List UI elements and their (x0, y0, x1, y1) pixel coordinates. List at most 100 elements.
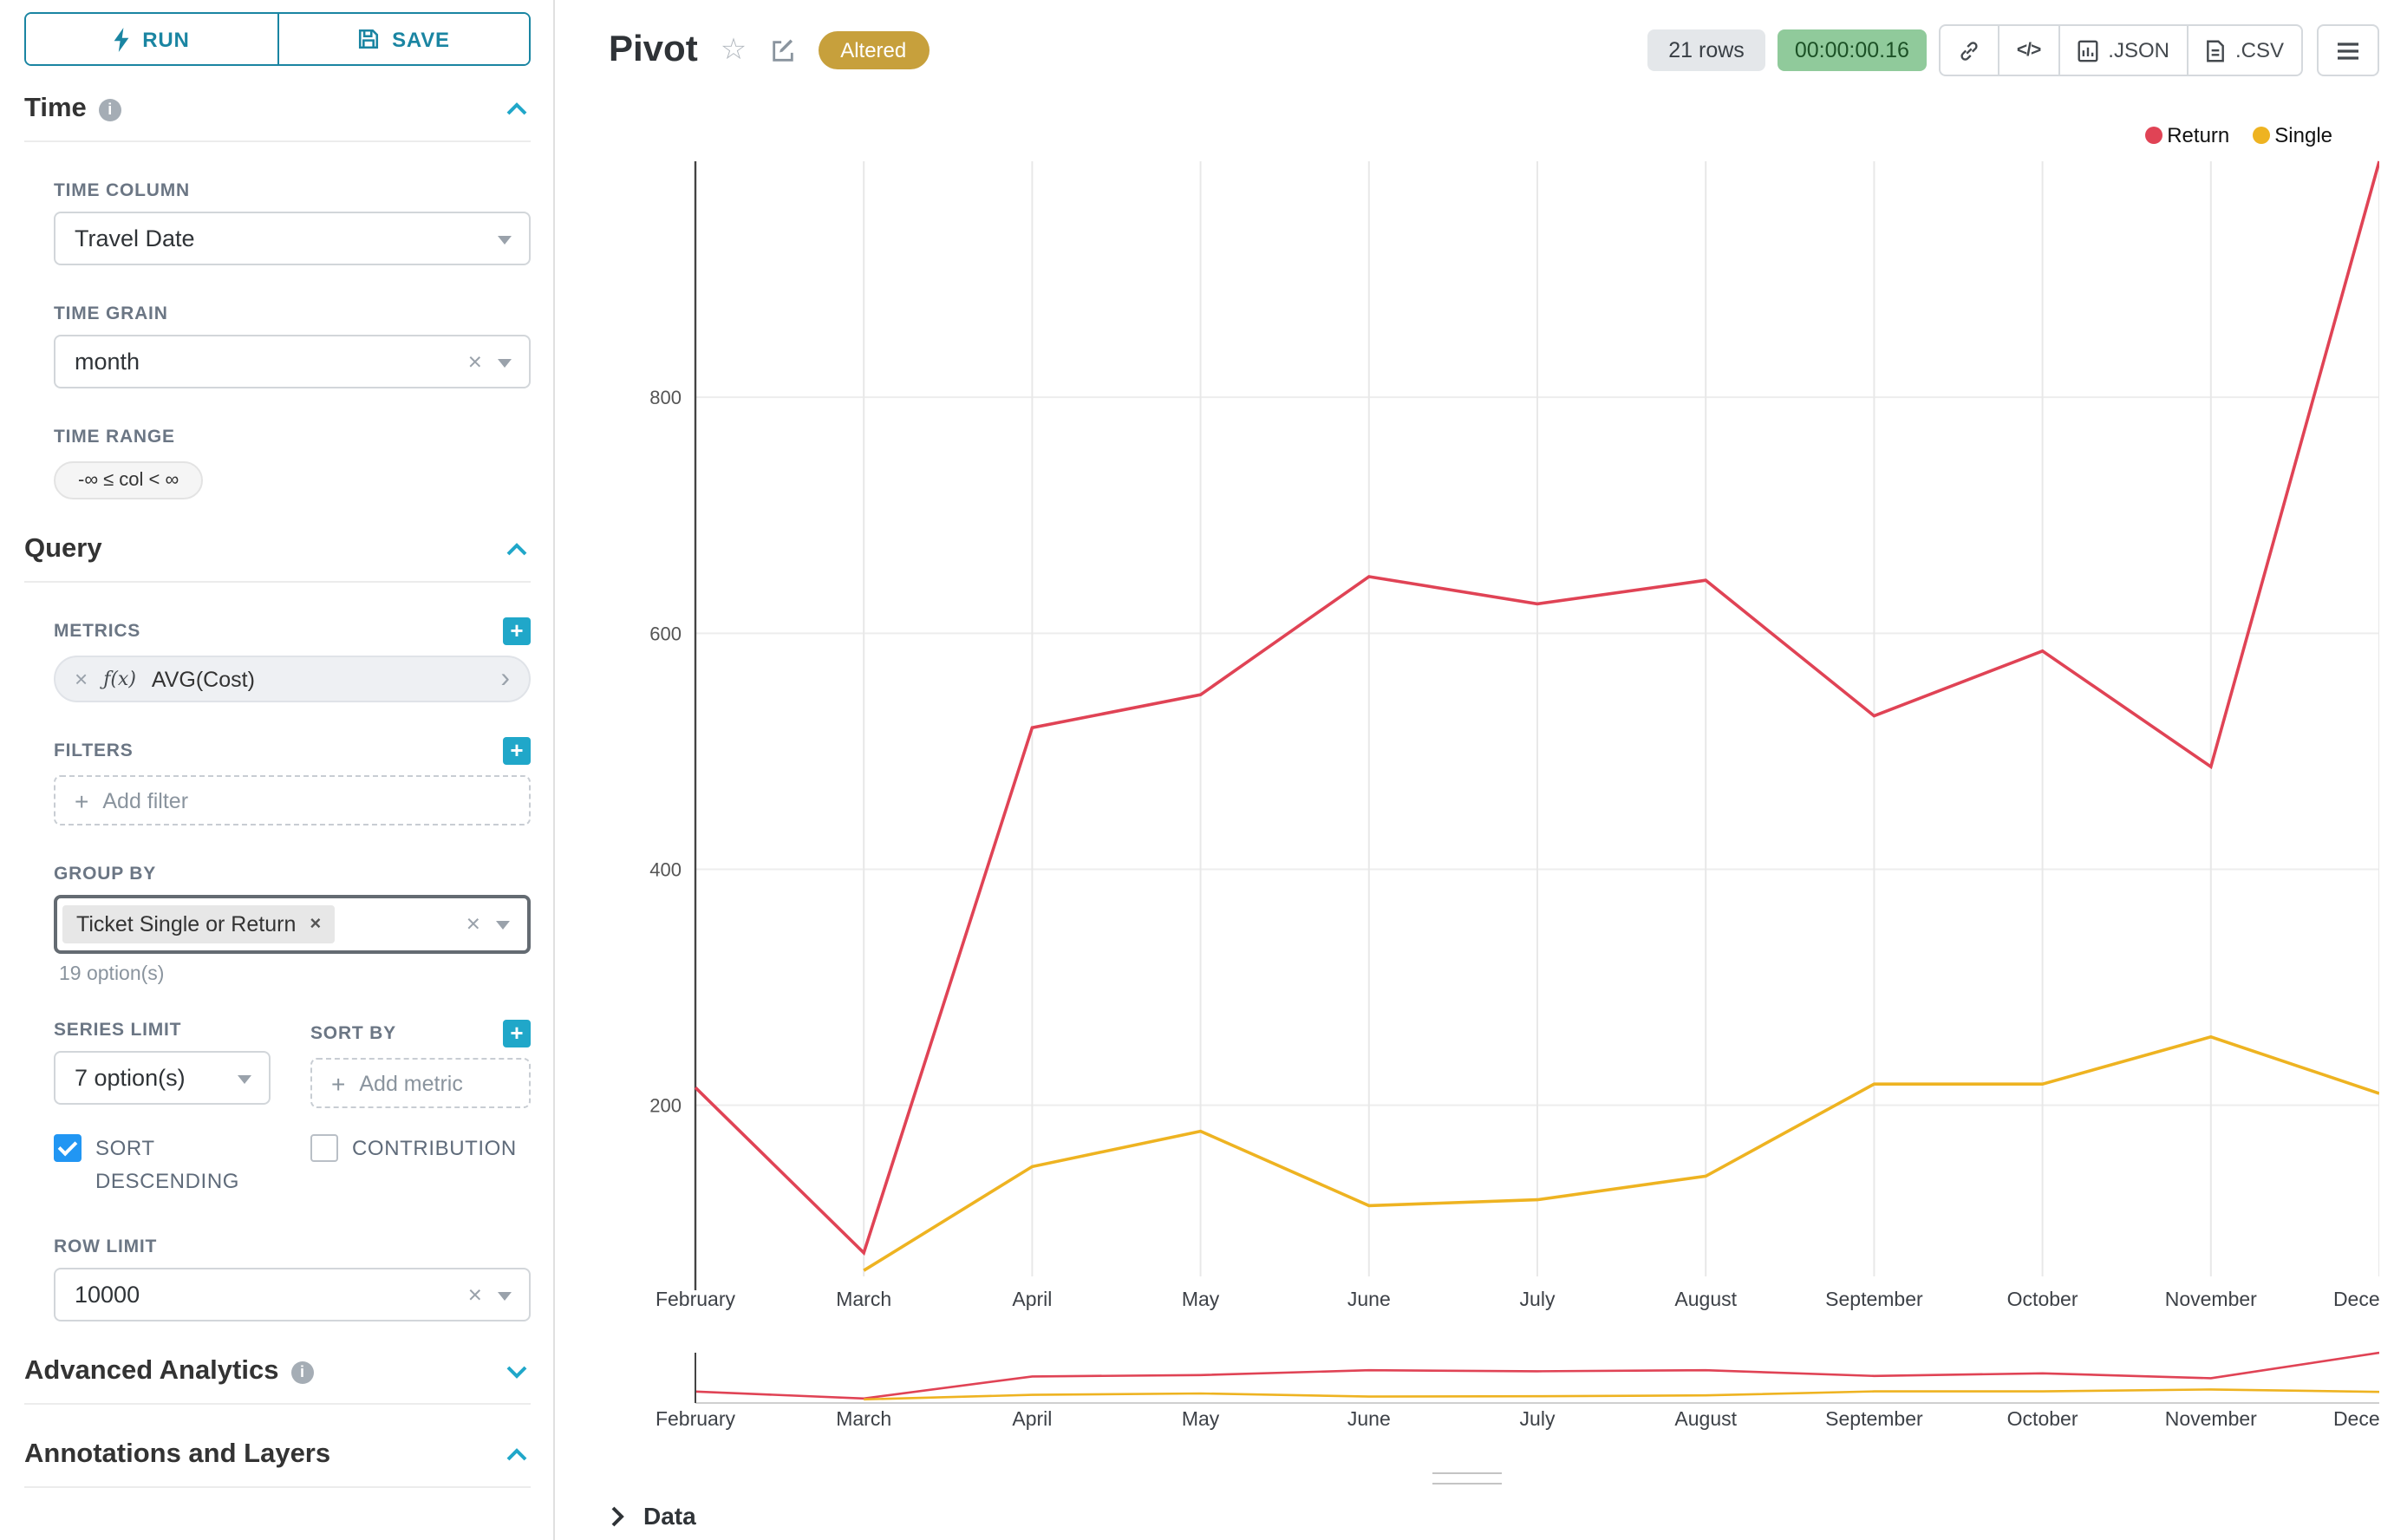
metrics-label: METRICS (54, 621, 141, 642)
data-panel-resize-handle[interactable] (1432, 1472, 1502, 1485)
svg-text:July: July (1520, 1288, 1556, 1310)
time-section-body: TIME COLUMN Travel Date TIME GRAIN month… (24, 180, 531, 499)
add-metric-plus-button[interactable]: + (503, 617, 531, 645)
series-limit-label: SERIES LIMIT (54, 1020, 182, 1041)
x-icon[interactable]: × (467, 1280, 482, 1308)
time-section-title: Time (24, 94, 87, 123)
time-grain-select[interactable]: month × (54, 335, 531, 388)
add-filter-dropzone[interactable]: + Add filter (54, 775, 531, 825)
chart-header: Pivot ☆ Altered 21 rows 00:00:00.16 </> (555, 0, 2381, 101)
export-button-group: </> .JSON .CSV (1938, 24, 2303, 76)
row-limit-select[interactable]: 10000 × (54, 1268, 531, 1322)
group-by-select[interactable]: Ticket Single or Return × × (54, 895, 531, 954)
edit-icon[interactable] (769, 37, 795, 63)
annotations-title: Annotations and Layers (24, 1439, 331, 1470)
svg-text:April: April (1012, 1407, 1052, 1430)
file-icon (2206, 39, 2225, 62)
time-section-header[interactable]: Time i (24, 66, 531, 142)
sort-descending-label: SORT DESCENDING (95, 1136, 240, 1194)
legend-dot-return (2144, 127, 2162, 144)
svg-text:February: February (656, 1407, 736, 1430)
svg-text:200: 200 (649, 1095, 682, 1117)
time-column-select[interactable]: Travel Date (54, 212, 531, 265)
export-csv-label: .CSV (2234, 38, 2284, 62)
add-filter-plus-button[interactable]: + (503, 737, 531, 765)
caret-down-icon (498, 235, 512, 244)
svg-text:September: September (1825, 1288, 1923, 1310)
export-csv-button[interactable]: .CSV (2186, 24, 2303, 76)
chevron-right-icon[interactable]: › (500, 663, 510, 693)
data-panel-title: Data (643, 1502, 696, 1530)
svg-text:November: November (2165, 1407, 2257, 1430)
svg-text:800: 800 (649, 387, 682, 408)
add-sort-metric-dropzone[interactable]: + Add metric (310, 1058, 531, 1108)
chevron-up-icon[interactable] (506, 1440, 527, 1471)
link-icon (1958, 39, 1980, 62)
add-sort-metric-plus-button[interactable]: + (503, 1020, 531, 1047)
legend-dot-single (2252, 127, 2270, 144)
svg-text:600: 600 (649, 623, 682, 644)
plus-icon: + (331, 1069, 346, 1097)
svg-text:May: May (1182, 1288, 1220, 1310)
svg-text:February: February (656, 1288, 736, 1310)
chevron-up-icon[interactable] (506, 534, 527, 565)
embed-code-button[interactable]: </> (1997, 24, 2060, 76)
legend-item-single[interactable]: Single (2252, 123, 2332, 147)
contribution-label: CONTRIBUTION (352, 1136, 517, 1160)
query-section-header[interactable]: Query (24, 499, 531, 583)
remove-metric-x-icon[interactable]: × (75, 666, 88, 692)
add-filter-placeholder: Add filter (102, 788, 189, 812)
run-button[interactable]: RUN (26, 14, 278, 64)
save-button-label: SAVE (392, 27, 450, 51)
svg-text:October: October (2007, 1288, 2078, 1310)
save-button[interactable]: SAVE (278, 14, 529, 64)
time-grain-label: TIME GRAIN (54, 303, 168, 324)
data-panel-toggle[interactable]: Data (610, 1502, 696, 1530)
chart-main-area: Pivot ☆ Altered 21 rows 00:00:00.16 </> (555, 0, 2381, 1540)
code-icon: </> (2016, 40, 2041, 61)
caret-down-icon (496, 921, 510, 930)
svg-text:December: December (2333, 1288, 2379, 1310)
remove-tag-x-icon[interactable]: × (310, 914, 322, 935)
svg-text:March: March (836, 1288, 891, 1310)
add-metric-placeholder: Add metric (359, 1071, 463, 1095)
star-icon[interactable]: ☆ (720, 33, 747, 66)
query-section-title: Query (24, 534, 102, 564)
group-by-options-hint: 19 option(s) (59, 964, 165, 985)
chevron-up-icon[interactable] (506, 94, 527, 125)
time-range-pill[interactable]: -∞ ≤ col < ∞ (54, 461, 204, 499)
hamburger-icon (2336, 41, 2360, 60)
info-icon: i (98, 98, 121, 121)
chevron-right-icon (610, 1504, 624, 1527)
legend-label-return: Return (2167, 123, 2230, 147)
contribution-option: CONTRIBUTION (310, 1132, 531, 1199)
sort-by-label: SORT BY (310, 1023, 396, 1044)
x-icon[interactable]: × (467, 346, 482, 375)
svg-text:August: August (1674, 1407, 1737, 1430)
legend-label-single: Single (2274, 123, 2332, 147)
share-link-button[interactable] (1938, 24, 1999, 76)
annotations-section-header[interactable]: Annotations and Layers (24, 1406, 531, 1489)
metric-value: AVG(Cost) (151, 667, 255, 691)
svg-text:April: April (1012, 1288, 1052, 1310)
svg-text:November: November (2165, 1288, 2257, 1310)
time-grain-value: month (75, 349, 140, 375)
x-icon[interactable]: × (466, 909, 480, 937)
row-limit-value: 10000 (75, 1282, 140, 1308)
series-limit-select[interactable]: 7 option(s) (54, 1051, 271, 1105)
sort-descending-checkbox[interactable] (54, 1134, 82, 1162)
more-options-button[interactable] (2317, 24, 2379, 76)
page-title: Pivot (609, 29, 698, 69)
advanced-analytics-section-header[interactable]: Advanced Analytics i (24, 1322, 531, 1406)
group-by-tag[interactable]: Ticket Single or Return × (62, 905, 336, 943)
advanced-analytics-title: Advanced Analytics (24, 1356, 279, 1387)
export-json-button[interactable]: .JSON (2058, 24, 2189, 76)
line-chart-canvas[interactable]: 200 400 600 800 February March April May June Jul… (555, 0, 2379, 1439)
chevron-down-icon[interactable] (506, 1357, 527, 1388)
metric-pill[interactable]: × ƒ(x) AVG(Cost) › (54, 656, 531, 702)
time-column-value: Travel Date (75, 225, 195, 251)
legend-item-return[interactable]: Return (2144, 123, 2229, 147)
contribution-checkbox[interactable] (310, 1134, 338, 1162)
header-actions: 21 rows 00:00:00.16 </> (1647, 24, 2379, 76)
svg-text:August: August (1674, 1288, 1737, 1310)
